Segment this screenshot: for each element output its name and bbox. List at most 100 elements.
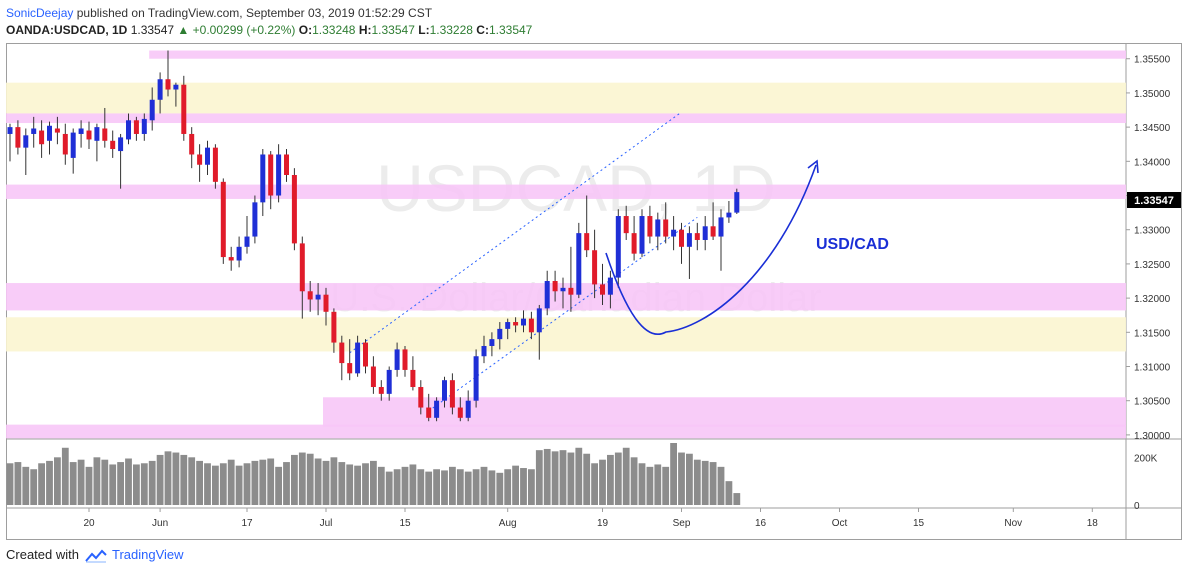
publish-info: SonicDeejay published on TradingView.com…: [6, 6, 432, 20]
candle-body: [252, 202, 258, 237]
candle-body: [734, 192, 740, 213]
candle-body: [418, 387, 424, 408]
volume-bar: [456, 469, 464, 505]
volume-bar: [61, 447, 69, 505]
last-price-tag-bg: [1127, 192, 1181, 208]
candle-body: [331, 311, 337, 343]
volume-bar: [646, 466, 654, 505]
volume-bar: [267, 458, 275, 505]
y-tick-label: 1.31000: [1134, 363, 1171, 374]
candle-body: [584, 233, 590, 251]
x-tick-label: Nov: [1004, 518, 1022, 529]
candle-body: [347, 363, 353, 374]
footer: Created with TradingView: [6, 547, 184, 563]
candle-body: [149, 99, 155, 121]
close-value: 1.33547: [488, 23, 533, 37]
candle-body: [694, 233, 700, 240]
volume-bar: [77, 459, 85, 505]
candle-body: [284, 154, 289, 175]
volume-bar: [520, 468, 527, 505]
zone-pink-3: [6, 184, 1126, 199]
volume-bar: [678, 452, 685, 505]
candle-body: [505, 322, 511, 329]
candle-body: [679, 229, 684, 247]
volume-bar: [433, 469, 440, 505]
volume-bar: [322, 460, 330, 505]
volume-bar: [117, 462, 124, 505]
low-value: 1.33228: [429, 23, 473, 37]
volume-bar: [69, 462, 77, 505]
candle-body: [363, 342, 368, 367]
x-tick-label: Jul: [320, 518, 333, 529]
volume-bar: [133, 464, 140, 505]
volume-bar: [14, 462, 22, 505]
volume-bar: [591, 463, 598, 505]
candle-body: [15, 127, 21, 148]
candle-body: [410, 369, 416, 388]
volume-bar: [54, 457, 61, 505]
zone-pink-6: [323, 397, 1126, 427]
volume-bar: [235, 465, 243, 505]
volume-bar: [512, 465, 519, 505]
volume-bar: [314, 458, 322, 505]
tradingview-link[interactable]: TradingView: [112, 547, 184, 562]
candle-body: [197, 154, 203, 165]
candle-body: [212, 147, 218, 182]
x-tick-label: Jun: [152, 518, 168, 529]
volume-bar: [441, 470, 448, 505]
candle-body: [442, 380, 447, 401]
high-label: H:: [358, 23, 372, 37]
open-value: 1.33248: [312, 23, 356, 37]
candle-body: [710, 226, 716, 237]
volume-bar: [291, 454, 298, 505]
volume-bar: [709, 462, 717, 505]
volume-bar: [338, 462, 346, 505]
volume-bar: [551, 451, 559, 505]
candle-body: [528, 318, 534, 333]
volume-tick-label: 0: [1134, 501, 1140, 512]
candle-body: [339, 342, 345, 364]
x-tick-label: Oct: [832, 518, 848, 529]
volume-bar: [630, 457, 638, 505]
y-tick-label: 1.30000: [1134, 431, 1171, 442]
channel-line-1: [428, 216, 698, 412]
author-link[interactable]: SonicDeejay: [6, 6, 74, 20]
volume-bar: [172, 452, 180, 505]
volume-bar: [164, 451, 172, 505]
candle-body: [126, 120, 131, 140]
candle-body: [78, 128, 84, 134]
volume-bar: [148, 460, 156, 505]
channel-line-0: [349, 111, 682, 354]
candle-body: [607, 277, 613, 295]
candle-body: [615, 216, 621, 278]
candle-body: [276, 154, 282, 196]
candle-body: [521, 318, 526, 326]
y-tick-label: 1.34000: [1134, 157, 1171, 168]
candle-body: [323, 294, 329, 312]
candle-body: [236, 246, 242, 261]
volume-bar: [464, 471, 472, 505]
x-tick-label: Aug: [499, 518, 517, 529]
volume-bar: [219, 463, 227, 505]
annotation-label: USD/CAD: [816, 236, 889, 253]
candle-body: [544, 281, 550, 309]
candle-body: [639, 216, 645, 254]
forecast-arrow: [605, 164, 817, 335]
price-chart-svg[interactable]: USDCAD, 1D U.S. Dollar/Canadian Dollar 1…: [6, 43, 1182, 540]
volume-bar: [496, 472, 504, 505]
volume-bar: [109, 464, 117, 505]
zone-pink-4: [6, 283, 1126, 311]
candle-body: [70, 132, 76, 158]
open-label: O:: [298, 23, 313, 37]
volume-bar: [243, 463, 251, 505]
volume-bar: [30, 469, 38, 505]
volume-bar: [93, 457, 101, 505]
chart-area[interactable]: USDCAD, 1D U.S. Dollar/Canadian Dollar 1…: [6, 43, 1182, 540]
candle-body: [497, 328, 503, 340]
volume-bar: [212, 465, 219, 505]
volume-bar: [717, 466, 725, 505]
volume-bar: [733, 493, 741, 505]
candle-body: [94, 127, 100, 141]
last-price-tag: 1.33547: [1127, 192, 1181, 208]
volume-bar: [638, 463, 646, 505]
